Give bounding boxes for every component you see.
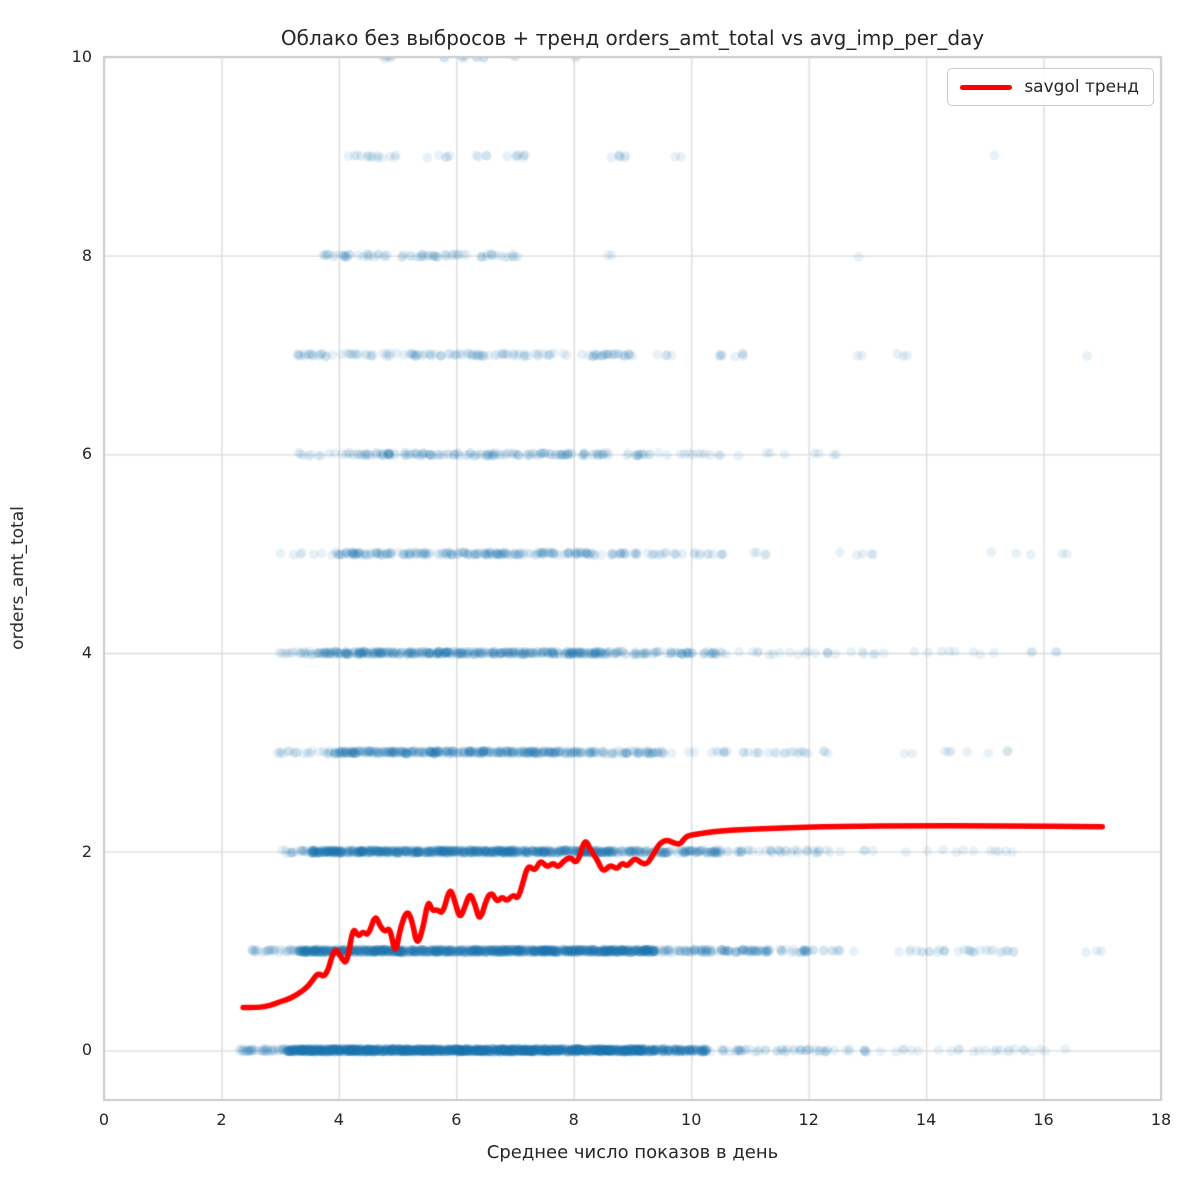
chart-title: Облако без выбросов + тренд orders_amt_t… xyxy=(280,26,985,50)
y-tick-label: 6 xyxy=(81,444,92,464)
legend: savgol тренд xyxy=(947,68,1154,106)
x-tick-label: 4 xyxy=(333,1110,344,1129)
legend-label: savgol тренд xyxy=(1024,77,1139,97)
y-tick-label: 0 xyxy=(81,1040,92,1060)
trend-line-icon xyxy=(960,84,1013,90)
x-tick-label: 12 xyxy=(798,1110,819,1129)
x-tick-label: 8 xyxy=(568,1110,579,1129)
x-tick-label: 10 xyxy=(681,1110,702,1129)
x-tick-label: 16 xyxy=(1033,1110,1054,1129)
x-tick-label: 2 xyxy=(216,1110,227,1129)
y-axis-label: orders_amt_total xyxy=(8,506,28,650)
y-tick-label: 2 xyxy=(81,841,92,861)
x-tick-label: 0 xyxy=(98,1110,110,1129)
y-tick-label: 8 xyxy=(81,245,92,265)
x-tick-label: 14 xyxy=(915,1110,937,1129)
y-tick-label: 4 xyxy=(81,643,92,662)
x-axis-label: Среднее число показов в день xyxy=(486,1142,779,1163)
x-tick-label: 6 xyxy=(451,1110,462,1129)
y-tick-label: 10 xyxy=(71,47,92,66)
x-tick-label: 18 xyxy=(1150,1110,1172,1129)
